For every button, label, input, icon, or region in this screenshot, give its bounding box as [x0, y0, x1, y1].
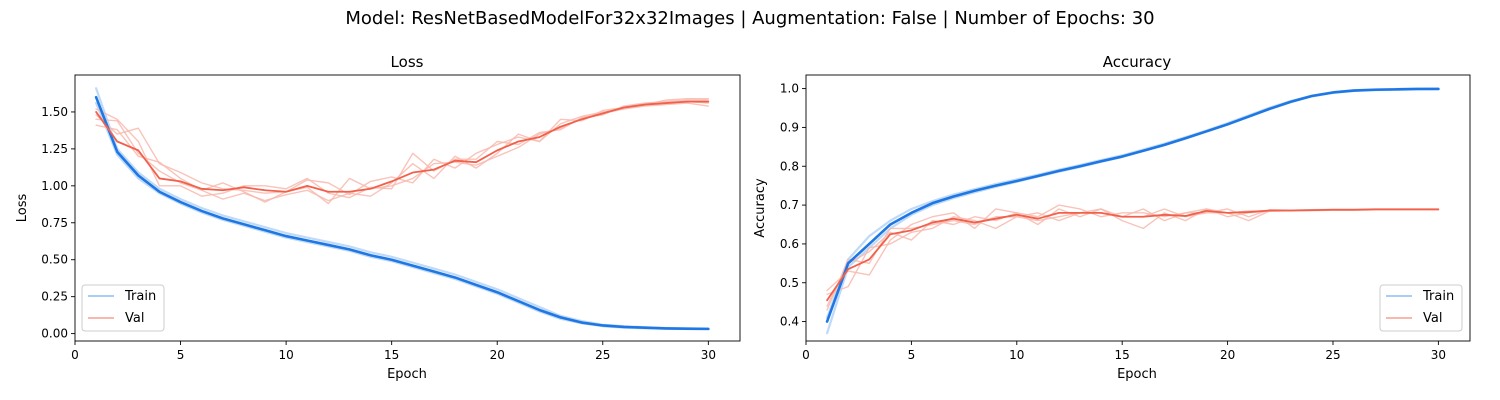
loss-x-tick-label: 10: [278, 348, 293, 362]
accuracy-y-tick-label: 1.0: [780, 82, 799, 96]
accuracy-axes-frame: [805, 74, 1471, 342]
loss-x-tick-label: 30: [701, 348, 716, 362]
accuracy-legend-val-label: Val: [1423, 311, 1442, 326]
loss-y-tick-label: 0.00: [41, 327, 68, 341]
accuracy-x-tick-label: 25: [1325, 348, 1340, 362]
accuracy-train-run-1-line: [825, 87, 1440, 335]
loss-train-mean-line: [94, 95, 710, 331]
loss-y-tick-label: 1.25: [41, 142, 68, 156]
accuracy-train-mean-line: [825, 87, 1440, 323]
accuracy-val-run-2-line: [826, 204, 1440, 307]
loss-val-run-4-line: [95, 102, 710, 205]
accuracy-y-tick-label: 0.5: [780, 276, 799, 290]
accuracy-plot-area: 0 5 10 15 20 25 30 0.4 0.5 0.6 0.7 0.8 0.9 1.0: [780, 74, 1471, 362]
loss-y-tick-label: 0.25: [41, 290, 68, 304]
loss-train-run-1-line: [95, 87, 710, 330]
accuracy-chart: Accuracy 0 5 10 15 20 25 30 0.4 0.5 0.6 0.7 0.8 0.9 1…: [753, 53, 1471, 382]
loss-y-tick-label: 0.50: [41, 253, 68, 267]
accuracy-val-mean-line: [826, 208, 1440, 302]
loss-chart: Loss 0 5 10 15 20 25 30 0.00 0.25 0.50 0.75 1.00 1.2…: [15, 53, 741, 382]
accuracy-x-tick-label: 0: [802, 348, 810, 362]
accuracy-chart-title: Accuracy: [1103, 53, 1172, 71]
loss-val-run-3-line: [95, 100, 710, 196]
accuracy-x-tick-label: 20: [1220, 348, 1235, 362]
loss-x-tick-label: 5: [177, 348, 185, 362]
accuracy-y-tick-label: 0.8: [780, 159, 799, 173]
loss-y-tick-label: 0.75: [41, 216, 68, 230]
accuracy-x-axis-label: Epoch: [1117, 367, 1157, 382]
accuracy-x-tick-label: 10: [1009, 348, 1024, 362]
loss-legend-val-label: Val: [125, 311, 144, 326]
accuracy-y-tick-label: 0.7: [780, 198, 799, 212]
accuracy-x-tick-label: 5: [908, 348, 916, 362]
loss-chart-title: Loss: [391, 53, 424, 71]
loss-legend: Train Val: [81, 284, 165, 332]
loss-x-tick-label: 25: [595, 348, 610, 362]
loss-val-run-1-line: [95, 97, 710, 202]
loss-x-tick-label: 15: [384, 348, 399, 362]
accuracy-x-tick-label: 15: [1115, 348, 1130, 362]
accuracy-train-run-2-line: [825, 87, 1440, 319]
loss-val-run-2-line: [95, 99, 710, 199]
accuracy-x-tick-label: 30: [1431, 348, 1446, 362]
accuracy-y-tick-label: 0.6: [780, 237, 799, 251]
loss-plot-area: 0 5 10 15 20 25 30 0.00 0.25 0.50 0.75 1.00 1.25 1.50: [41, 74, 741, 362]
loss-train-run-2-line: [95, 101, 710, 331]
accuracy-val-run-1-line: [826, 208, 1440, 292]
accuracy-y-tick-label: 0.4: [780, 315, 799, 329]
accuracy-legend-train-label: Train: [1422, 289, 1454, 304]
loss-axes-frame: [74, 74, 741, 342]
accuracy-y-axis-label: Accuracy: [753, 178, 768, 238]
loss-x-tick-label: 0: [71, 348, 79, 362]
loss-x-tick-label: 20: [490, 348, 505, 362]
accuracy-y-tick-label: 0.9: [780, 120, 799, 134]
loss-x-axis-label: Epoch: [387, 367, 427, 382]
loss-y-tick-label: 1.50: [41, 105, 68, 119]
loss-y-tick-label: 1.00: [41, 179, 68, 193]
loss-y-axis-label: Loss: [15, 194, 30, 223]
figure-suptitle: Model: ResNetBasedModelFor32x32Images | …: [345, 8, 1154, 29]
loss-legend-train-label: Train: [124, 289, 156, 304]
accuracy-legend: Train Val: [1379, 284, 1463, 332]
loss-val-mean-line: [95, 100, 710, 193]
